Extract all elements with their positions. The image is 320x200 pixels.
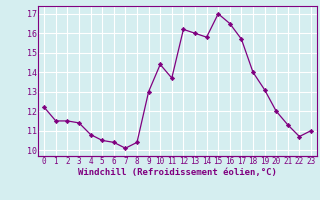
X-axis label: Windchill (Refroidissement éolien,°C): Windchill (Refroidissement éolien,°C) (78, 168, 277, 177)
